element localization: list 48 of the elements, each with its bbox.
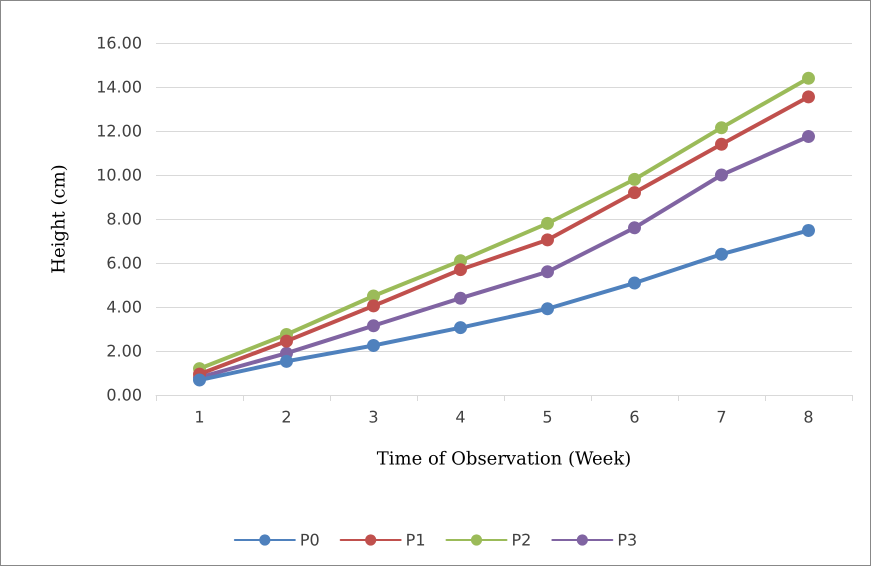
x-axis-title: Time of Observation (Week) bbox=[376, 448, 632, 470]
point bbox=[628, 186, 641, 200]
point bbox=[628, 172, 641, 186]
point bbox=[367, 299, 380, 312]
x-tick-label: 7 bbox=[716, 408, 727, 426]
y-tick-label: 6.00 bbox=[106, 254, 142, 272]
legend-label: P1 bbox=[406, 530, 426, 550]
point bbox=[802, 130, 815, 143]
point bbox=[715, 248, 728, 261]
legend-label: P0 bbox=[300, 530, 320, 550]
y-tick-label: 16.00 bbox=[96, 34, 142, 52]
point bbox=[541, 216, 554, 230]
x-tick-label: 8 bbox=[803, 408, 814, 426]
point bbox=[280, 354, 293, 368]
point bbox=[367, 319, 380, 332]
x-tick-label: 2 bbox=[281, 408, 292, 426]
point bbox=[454, 263, 467, 276]
x-tick-label: 1 bbox=[194, 408, 205, 426]
point bbox=[802, 72, 815, 85]
y-tick-label: 8.00 bbox=[106, 210, 142, 228]
x-tick-label: 6 bbox=[629, 408, 640, 426]
y-axis-title: Height (cm) bbox=[48, 164, 70, 274]
y-tick-label: 12.00 bbox=[96, 122, 142, 140]
point bbox=[193, 374, 206, 387]
point bbox=[628, 276, 641, 290]
point bbox=[715, 121, 728, 134]
y-tick-label: 2.00 bbox=[106, 342, 142, 360]
point bbox=[541, 233, 554, 246]
point bbox=[541, 302, 554, 316]
x-tick-label: 3 bbox=[368, 408, 379, 426]
legend-label: P3 bbox=[617, 530, 638, 550]
x-tick-label: 4 bbox=[455, 408, 466, 426]
point bbox=[802, 90, 815, 104]
point bbox=[454, 292, 467, 305]
point bbox=[715, 138, 728, 151]
point bbox=[715, 168, 728, 182]
point bbox=[541, 265, 554, 278]
point bbox=[628, 221, 641, 234]
point bbox=[802, 224, 815, 237]
y-tick-label: 10.00 bbox=[96, 166, 142, 184]
point bbox=[367, 339, 380, 352]
point bbox=[280, 334, 293, 348]
y-tick-label: 0.00 bbox=[106, 386, 142, 404]
legend-label: P2 bbox=[512, 530, 532, 550]
point bbox=[454, 321, 467, 334]
x-tick-label: 5 bbox=[542, 408, 553, 426]
y-tick-label: 14.00 bbox=[96, 78, 142, 96]
y-tick-label: 4.00 bbox=[106, 298, 142, 316]
